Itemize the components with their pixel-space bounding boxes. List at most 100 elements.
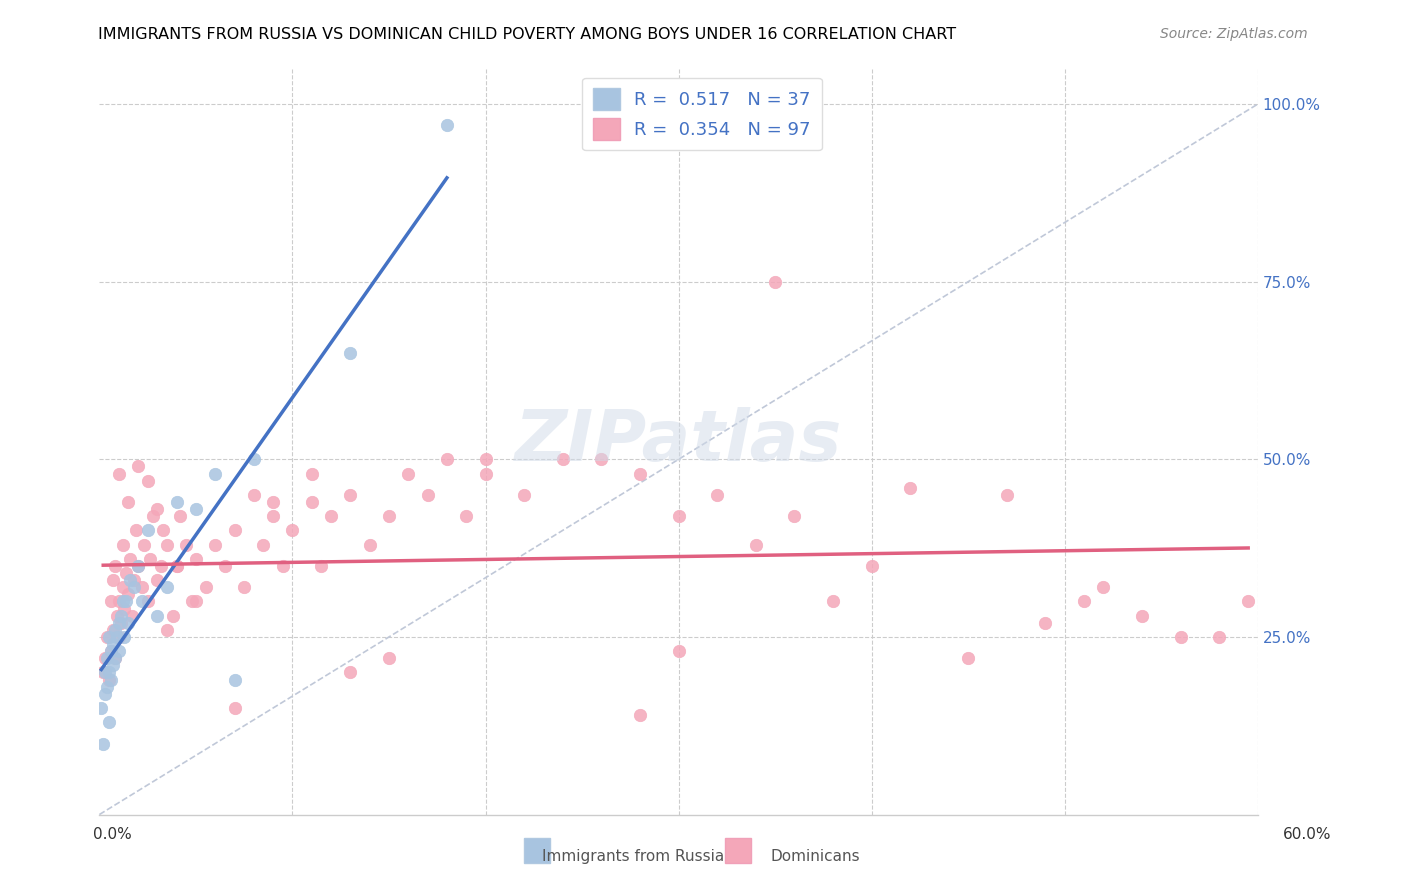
Point <box>122 573 145 587</box>
Point <box>339 488 361 502</box>
Point <box>104 651 127 665</box>
Point <box>271 558 294 573</box>
Point <box>628 708 651 723</box>
Point <box>1073 594 1095 608</box>
Point <box>127 558 149 573</box>
Point <box>101 573 124 587</box>
Point <box>668 509 690 524</box>
Point <box>860 558 883 573</box>
Point <box>115 594 138 608</box>
Point <box>166 495 188 509</box>
Point <box>114 630 136 644</box>
Point <box>166 558 188 573</box>
Point <box>339 345 361 359</box>
Point <box>138 551 160 566</box>
Point <box>150 558 173 573</box>
Legend: R =  0.517   N = 37, R =  0.354   N = 97: R = 0.517 N = 37, R = 0.354 N = 97 <box>582 78 821 151</box>
Point <box>127 459 149 474</box>
Point <box>117 495 139 509</box>
Point <box>152 524 174 538</box>
Point <box>94 651 117 665</box>
Point <box>91 665 114 680</box>
Point <box>146 608 169 623</box>
Point <box>104 651 127 665</box>
Point <box>513 488 536 502</box>
Point <box>243 452 266 467</box>
Point <box>98 673 121 687</box>
Point <box>100 644 122 658</box>
Point <box>436 119 458 133</box>
Point <box>105 608 128 623</box>
Point <box>111 594 134 608</box>
Text: 0.0%: 0.0% <box>93 827 132 841</box>
Point <box>127 558 149 573</box>
Point <box>436 452 458 467</box>
Text: Dominicans: Dominicans <box>770 849 860 863</box>
Point <box>111 580 134 594</box>
Point <box>146 502 169 516</box>
Point <box>551 452 574 467</box>
Point <box>706 488 728 502</box>
Point <box>339 665 361 680</box>
Point <box>311 558 333 573</box>
Point <box>90 701 112 715</box>
Point <box>474 452 496 467</box>
Point <box>224 701 246 715</box>
Point <box>319 509 342 524</box>
Point <box>104 623 127 637</box>
Point <box>100 594 122 608</box>
Point <box>174 537 197 551</box>
Text: Source: ZipAtlas.com: Source: ZipAtlas.com <box>1160 27 1308 41</box>
Point <box>194 580 217 594</box>
Point <box>125 524 148 538</box>
Point <box>378 509 401 524</box>
Point <box>107 630 129 644</box>
Point <box>184 502 207 516</box>
Point <box>359 537 381 551</box>
Point <box>214 558 236 573</box>
Point <box>1092 580 1115 594</box>
Point <box>1130 608 1153 623</box>
Point <box>262 509 284 524</box>
Point <box>117 587 139 601</box>
Point <box>131 580 153 594</box>
Point <box>591 452 613 467</box>
Point <box>668 644 690 658</box>
Point <box>243 488 266 502</box>
Point <box>252 537 274 551</box>
Point <box>120 573 142 587</box>
Point <box>1035 615 1057 630</box>
Point <box>823 594 845 608</box>
Point <box>396 467 419 481</box>
Point <box>378 651 401 665</box>
Point <box>136 474 159 488</box>
Point <box>96 680 118 694</box>
Point <box>156 537 179 551</box>
Point <box>1170 630 1192 644</box>
Point <box>105 630 128 644</box>
Point <box>146 573 169 587</box>
Point <box>184 594 207 608</box>
Point <box>98 665 121 680</box>
Point <box>96 630 118 644</box>
Point <box>181 594 204 608</box>
Point <box>110 608 132 623</box>
Point <box>107 467 129 481</box>
Point <box>456 509 478 524</box>
Point <box>204 537 226 551</box>
Point <box>101 658 124 673</box>
Bar <box>524 838 550 863</box>
Text: 60.0%: 60.0% <box>1284 827 1331 841</box>
Point <box>301 467 323 481</box>
Point <box>101 623 124 637</box>
Point <box>184 551 207 566</box>
Point <box>132 537 155 551</box>
Point <box>301 495 323 509</box>
Point <box>169 509 191 524</box>
Point <box>1208 630 1230 644</box>
Point <box>115 566 138 580</box>
Bar <box>725 838 751 863</box>
Point <box>166 558 188 573</box>
Point <box>120 551 142 566</box>
Point <box>224 673 246 687</box>
